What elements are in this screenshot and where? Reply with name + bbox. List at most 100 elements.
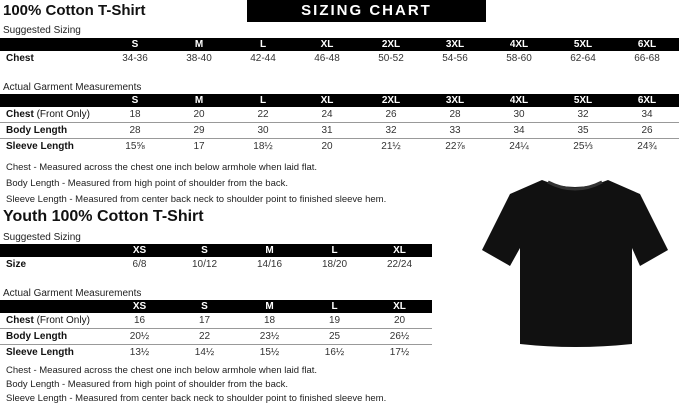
size-header: M (167, 94, 231, 107)
table-cell: 22 (172, 328, 237, 345)
table-cell: 20 (167, 107, 231, 123)
table-cell: 19 (302, 313, 367, 329)
size-header: 4XL (487, 94, 551, 107)
table-row: Body Length 20½ 22 23½ 25 26½ (0, 328, 432, 345)
size-header-row: S M L XL 2XL 3XL 4XL 5XL 6XL (0, 94, 679, 107)
size-header: 5XL (551, 94, 615, 107)
table-cell: 15½ (259, 347, 280, 358)
table-cell: 6/8 (132, 259, 147, 270)
size-header: 6XL (615, 38, 679, 51)
table-cell: 25 (302, 328, 367, 345)
table-row: Sleeve Length 15⅝ 17 18½ 20 21½ 22⅞ 24¼ 25⅓ 24¾ (0, 139, 679, 155)
table-cell: 24 (295, 107, 359, 123)
table-cell: 66-68 (634, 53, 660, 64)
youth-suggested-table: XS S M L XL Size 6/8 10/12 14/16 18/20 22/24 (0, 244, 432, 272)
youth-notes: Chest - Measured across the chest one in… (6, 365, 386, 407)
note-sleeve-length: Sleeve Length - Measured from center bac… (6, 194, 387, 205)
table-cell: 35 (551, 122, 615, 139)
size-header: S (103, 38, 167, 51)
note-body-length: Body Length - Measured from high point o… (6, 379, 288, 390)
row-label-text: Chest (6, 109, 34, 120)
youth-actual-label: Actual Garment Measurements (3, 288, 142, 299)
row-label: Chest (Front Only) (0, 107, 103, 123)
table-cell: 15⅝ (125, 141, 145, 152)
size-header: XL (367, 244, 432, 257)
adult-notes: Chest - Measured across the chest one in… (6, 162, 386, 210)
size-header: XL (295, 38, 359, 51)
row-label-text: Sleeve Length (6, 141, 74, 152)
row-label-extra: (Front Only) (33, 315, 90, 326)
table-cell: 25⅓ (573, 141, 593, 152)
table-cell: 62-64 (570, 53, 596, 64)
size-header: 2XL (359, 94, 423, 107)
row-label-text: Chest (6, 315, 34, 326)
note-chest: Chest - Measured across the chest one in… (6, 365, 318, 376)
table-cell: 21½ (381, 141, 401, 152)
adult-suggested-table: S M L XL 2XL 3XL 4XL 5XL 6XL Chest 34-36 38-40 42-44… (0, 38, 679, 66)
table-cell: 24¾ (637, 141, 657, 152)
table-cell: 26 (615, 122, 679, 139)
note-body-length: Body Length - Measured from high point o… (6, 178, 288, 189)
size-header-row: XS S M L XL (0, 244, 432, 257)
size-header: S (103, 94, 167, 107)
table-cell: 14/16 (256, 259, 283, 270)
table-row: Chest 34-36 38-40 42-44 46-48 50-52 54-56 58-60… (0, 51, 679, 66)
size-header: L (302, 244, 367, 257)
table-cell: 24¼ (509, 141, 529, 152)
size-header-row: S M L XL 2XL 3XL 4XL 5XL 6XL (0, 38, 679, 51)
size-header: 6XL (615, 94, 679, 107)
adult-suggested-label: Suggested Sizing (3, 25, 81, 36)
row-label: Sleeve Length (0, 139, 103, 155)
table-cell: 32 (551, 107, 615, 123)
row-label: Size (0, 257, 107, 272)
size-header: M (237, 300, 302, 313)
size-header: L (231, 38, 295, 51)
table-cell: 16 (107, 313, 172, 329)
table-row: Sleeve Length 13½ 14½ 15½ 16½ 17½ (0, 345, 432, 361)
table-cell: 16½ (324, 347, 345, 358)
table-cell: 31 (295, 122, 359, 139)
table-cell: 13½ (129, 347, 150, 358)
adult-title: 100% Cotton T-Shirt (3, 2, 146, 19)
table-cell: 42-44 (250, 53, 276, 64)
tshirt-icon (482, 180, 668, 347)
size-header: 5XL (551, 38, 615, 51)
table-cell: 50-52 (378, 53, 404, 64)
row-label: Sleeve Length (0, 345, 107, 361)
size-header: XS (107, 300, 172, 313)
table-cell: 58-60 (506, 53, 532, 64)
table-cell: 38-40 (186, 53, 212, 64)
table-cell: 32 (359, 122, 423, 139)
row-label: Chest (Front Only) (0, 313, 107, 329)
table-cell: 28 (103, 122, 167, 139)
size-header: XL (295, 94, 359, 107)
size-header: M (237, 244, 302, 257)
table-cell: 20 (321, 141, 333, 152)
table-cell: 18 (237, 313, 302, 329)
youth-title: Youth 100% Cotton T-Shirt (3, 208, 204, 225)
table-row: Body Length 28 29 30 31 32 33 34 35 26 (0, 122, 679, 139)
table-cell: 26½ (367, 328, 432, 345)
row-label-extra: (Front Only) (33, 109, 90, 120)
size-header: 4XL (487, 38, 551, 51)
table-cell: 30 (487, 107, 551, 123)
table-cell: 10/12 (191, 259, 218, 270)
size-header: S (172, 300, 237, 313)
adult-actual-label: Actual Garment Measurements (3, 82, 142, 93)
row-label-text: Size (6, 259, 27, 270)
table-cell: 14½ (194, 347, 215, 358)
size-header: M (167, 38, 231, 51)
table-cell: 17 (172, 313, 237, 329)
size-header: L (231, 94, 295, 107)
table-row: Size 6/8 10/12 14/16 18/20 22/24 (0, 257, 432, 272)
size-header: XS (107, 244, 172, 257)
table-cell: 28 (423, 107, 487, 123)
table-cell: 30 (231, 122, 295, 139)
size-header: 3XL (423, 38, 487, 51)
table-cell: 22 (231, 107, 295, 123)
table-cell: 22/24 (386, 259, 413, 270)
table-cell: 46-48 (314, 53, 340, 64)
adult-actual-table: S M L XL 2XL 3XL 4XL 5XL 6XL Chest (Front Only) 18… (0, 94, 679, 154)
table-cell: 18½ (253, 141, 273, 152)
table-cell: 54-56 (442, 53, 468, 64)
